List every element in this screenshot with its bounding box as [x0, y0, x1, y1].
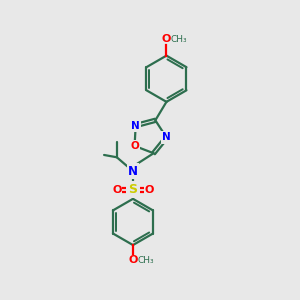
Text: O: O — [162, 34, 171, 44]
Text: N: N — [162, 132, 171, 142]
Text: O: O — [144, 184, 154, 195]
Text: N: N — [131, 121, 140, 130]
Text: O: O — [128, 255, 138, 265]
Text: N: N — [128, 165, 138, 178]
Text: O: O — [130, 141, 139, 151]
Text: S: S — [128, 183, 137, 196]
Text: CH₃: CH₃ — [137, 256, 154, 265]
Text: CH₃: CH₃ — [171, 35, 187, 44]
Text: O: O — [112, 184, 122, 195]
